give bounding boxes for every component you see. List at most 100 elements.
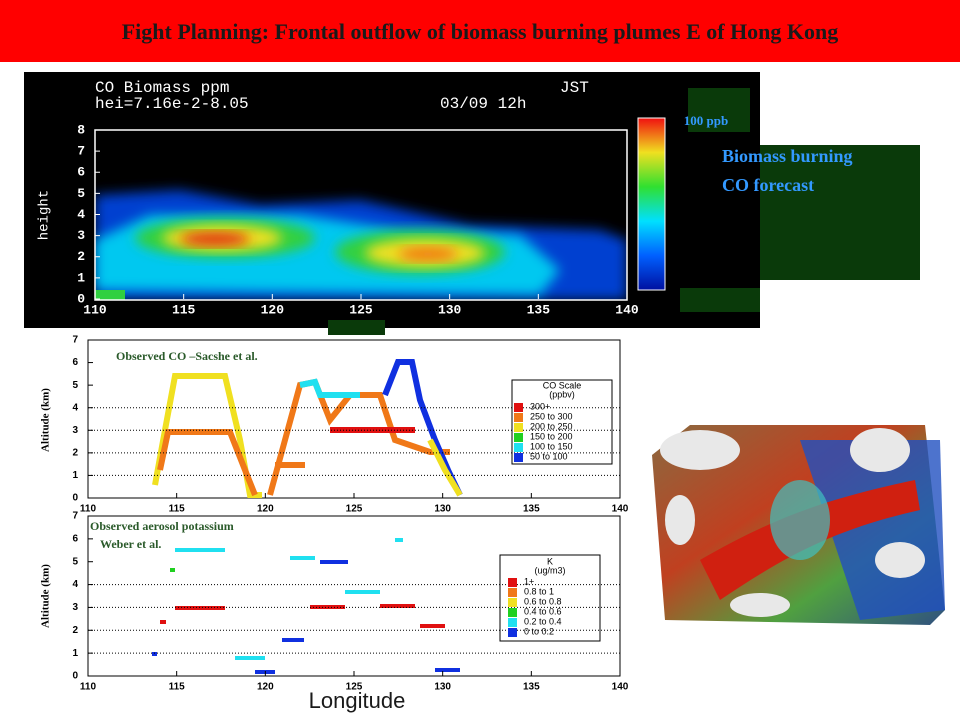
x-tick-label: 125 [346, 682, 363, 693]
x-tick-label: 110 [80, 682, 97, 693]
y-tick-label: 3 [72, 425, 78, 436]
y-axis-title: height [37, 190, 53, 240]
forecast-contours [95, 190, 627, 300]
x-tick-label: 110 [83, 302, 107, 317]
legend-label: 1+ [524, 576, 534, 586]
legend-swatch [514, 423, 523, 432]
forecast-zone: JST [560, 79, 589, 97]
legend-swatch [514, 433, 523, 442]
colorbar [637, 117, 666, 291]
x-tick-label: 140 [615, 302, 639, 317]
forecast-levels: hei=7.16e-2-8.05 [95, 95, 249, 113]
legend-label: 100 to 150 [530, 441, 573, 451]
legend-swatch [508, 618, 517, 627]
x-tick-label: 140 [612, 682, 629, 693]
y-tick-label: 3 [72, 602, 78, 613]
y-tick-label: 1 [72, 648, 78, 659]
green-box [680, 288, 760, 312]
x-tick-label: 125 [346, 504, 363, 515]
legend-label: 0.4 to 0.6 [524, 606, 562, 616]
legend-label: 0 to 0.2 [524, 626, 554, 636]
legend-label: 250 to 300 [530, 411, 573, 421]
x-tick-label: 120 [261, 302, 285, 317]
3d-visualization [652, 425, 945, 625]
y-tick-label: 8 [77, 122, 85, 137]
x-tick-label: 135 [527, 302, 551, 317]
caption-box [760, 145, 920, 280]
green-box [328, 320, 385, 335]
x-tick-label: 115 [172, 302, 196, 317]
y-axis-title: Altitude (km) [40, 564, 52, 628]
x-tick-label: 130 [438, 302, 462, 317]
y-tick-label: 2 [77, 249, 85, 264]
k-annotation: Observed aerosol potassium [90, 519, 234, 533]
y-tick-label: 5 [72, 380, 78, 391]
y-tick-label: 6 [72, 533, 78, 544]
x-tick-label: 130 [434, 682, 451, 693]
legend-label: 150 to 200 [530, 431, 573, 441]
caption-line: Biomass burning [722, 146, 853, 166]
legend-swatch [514, 413, 523, 422]
y-tick-label: 4 [72, 402, 78, 413]
legend-label: 0.2 to 0.4 [524, 616, 562, 626]
colorbar-label: 100 ppb [684, 113, 728, 128]
legend-title: K [547, 556, 553, 566]
legend-swatch [508, 578, 517, 587]
y-tick-label: 7 [72, 335, 78, 346]
header-bar [0, 0, 960, 62]
x-tick-label: 135 [523, 682, 540, 693]
y-tick-label: 5 [77, 186, 85, 201]
x-tick-label: 140 [612, 504, 629, 515]
y-tick-label: 5 [72, 556, 78, 567]
caption-line: CO forecast [722, 175, 814, 195]
legend-label: 300+ [530, 401, 550, 411]
legend-label: 0.6 to 0.8 [524, 596, 562, 606]
x-tick-label: 130 [434, 504, 451, 515]
legend-title: (ug/m3) [534, 565, 565, 575]
co-tracks [152, 359, 463, 498]
legend-swatch [514, 443, 523, 452]
legend-label: 50 to 100 [530, 451, 568, 461]
y-tick-label: 7 [77, 144, 85, 159]
y-tick-label: 4 [72, 579, 78, 590]
legend-swatch [514, 403, 523, 412]
x-tick-label: 120 [257, 682, 274, 693]
y-tick-label: 6 [72, 357, 78, 368]
y-tick-label: 2 [72, 625, 78, 636]
x-axis-title: Longitude [309, 688, 406, 713]
y-tick-label: 0 [72, 671, 78, 682]
x-tick-label: 115 [169, 682, 186, 693]
y-tick-label: 0 [72, 493, 78, 504]
y-tick-label: 4 [77, 207, 85, 222]
y-tick-label: 2 [72, 447, 78, 458]
y-axis-title: Altitude (km) [40, 388, 52, 452]
y-tick-label: 1 [77, 270, 85, 285]
x-tick-label: 110 [80, 504, 97, 515]
x-tick-label: 115 [169, 504, 186, 515]
co-annotation: Observed CO –Sacshe et al. [116, 349, 258, 363]
legend-swatch [508, 588, 517, 597]
y-tick-label: 7 [72, 511, 78, 522]
x-tick-label: 120 [257, 504, 274, 515]
x-tick-label: 135 [523, 504, 540, 515]
k-annotation: Weber et al. [100, 537, 161, 551]
colorbar-label-box [688, 88, 750, 132]
y-tick-label: 6 [77, 165, 85, 180]
x-tick-label: 125 [349, 302, 373, 317]
legend-title: (ppbv) [549, 389, 575, 399]
legend-swatch [508, 628, 517, 637]
legend-swatch [508, 598, 517, 607]
forecast-time: 03/09 12h [440, 95, 526, 113]
forecast-header: CO Biomass ppm JST hei=7.16e-2-8.05 03/0… [37, 79, 589, 240]
legend-box [511, 379, 613, 465]
legend-label: 0.8 to 1 [524, 586, 554, 596]
legend-label: 200 to 250 [530, 421, 573, 431]
legend-swatch [514, 453, 523, 462]
y-tick-label: 0 [77, 291, 85, 306]
y-tick-label: 3 [77, 228, 85, 243]
y-tick-label: 1 [72, 470, 78, 481]
legend-title: CO Scale [543, 380, 582, 390]
forecast-title: CO Biomass ppm [95, 79, 229, 97]
